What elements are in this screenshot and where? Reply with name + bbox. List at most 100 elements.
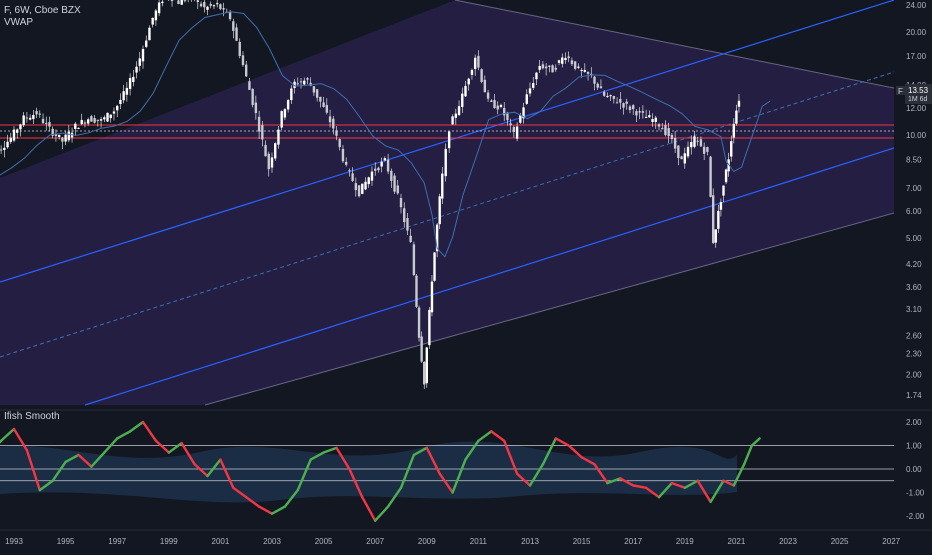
candle-body bbox=[461, 93, 464, 107]
oscillator-segment bbox=[541, 437, 557, 466]
candle-body bbox=[119, 99, 122, 105]
candle-body bbox=[32, 115, 35, 120]
oscillator-segment bbox=[503, 439, 519, 475]
candle-body bbox=[361, 183, 364, 194]
candle-body bbox=[54, 134, 58, 137]
candle-body bbox=[0, 149, 3, 151]
oscillator-segment bbox=[425, 446, 441, 475]
oscillator-segment bbox=[12, 427, 29, 452]
candle-body bbox=[717, 210, 720, 229]
oscillator-segment bbox=[219, 458, 235, 489]
candle-body bbox=[245, 64, 248, 77]
candle-body bbox=[335, 130, 338, 136]
candle-body bbox=[80, 119, 83, 125]
candle-body bbox=[154, 10, 158, 21]
candle-body bbox=[251, 88, 254, 106]
time-tick-label: 2023 bbox=[779, 537, 797, 546]
trend-lines bbox=[0, 0, 895, 406]
candle-body bbox=[711, 195, 715, 244]
candle-body bbox=[116, 105, 119, 111]
price-tick-label: 3.60 bbox=[906, 283, 922, 292]
candle-body bbox=[409, 235, 412, 243]
oscillator-segment bbox=[180, 441, 196, 466]
oscillator-segment bbox=[722, 479, 736, 487]
candle-body bbox=[312, 86, 316, 93]
oscillator-segment bbox=[51, 460, 67, 482]
candle-body bbox=[222, 8, 225, 10]
oscillator-axis[interactable]: 2.00 1.00 0.00 -1.00 -2.00 bbox=[906, 418, 925, 521]
candle-body bbox=[28, 117, 32, 120]
candle-body bbox=[22, 115, 25, 126]
oscillator-segment bbox=[90, 451, 106, 468]
candle-body bbox=[125, 87, 129, 95]
candle-body bbox=[399, 198, 403, 208]
candle-body bbox=[151, 17, 154, 25]
candle-body bbox=[486, 92, 490, 99]
candle-body bbox=[557, 60, 561, 63]
candle-body bbox=[593, 76, 596, 84]
candle-body bbox=[106, 112, 109, 122]
candle-body bbox=[470, 69, 474, 75]
oscillator-segment bbox=[141, 420, 158, 442]
price-tick-label: 24.00 bbox=[906, 1, 927, 10]
candle-body bbox=[93, 118, 96, 123]
candle-body bbox=[602, 91, 606, 96]
candle-body bbox=[730, 141, 733, 157]
candle-body bbox=[267, 153, 270, 170]
time-tick-label: 2003 bbox=[263, 537, 281, 546]
candle-body bbox=[451, 116, 454, 125]
candle-body bbox=[567, 56, 570, 59]
candle-body bbox=[622, 103, 625, 108]
price-tick-label: 7.00 bbox=[906, 184, 922, 193]
candle-body bbox=[667, 128, 670, 137]
time-axis[interactable]: 1993 1995 1997 1999 2001 2003 2005 2007 2009 2011… bbox=[0, 529, 932, 546]
oscillator-segment bbox=[632, 484, 648, 489]
candle-body bbox=[351, 173, 354, 182]
candle-body bbox=[473, 57, 477, 70]
candle-body bbox=[41, 118, 45, 124]
time-tick-label: 2007 bbox=[366, 537, 384, 546]
candle-body bbox=[438, 196, 441, 225]
candle-body bbox=[6, 141, 9, 148]
candle-body bbox=[625, 101, 628, 104]
candle-body bbox=[48, 122, 51, 127]
vwap-legend[interactable]: VWAP bbox=[4, 17, 34, 28]
candle-body bbox=[467, 78, 470, 85]
price-tick-label: 10.00 bbox=[906, 131, 927, 140]
time-tick-label: 1993 bbox=[5, 537, 23, 546]
oscillator-tick-label: 0.00 bbox=[906, 465, 922, 474]
oscillator-segment bbox=[750, 437, 761, 447]
candle-body bbox=[719, 202, 723, 210]
candle-body bbox=[641, 111, 645, 113]
candle-body bbox=[532, 83, 535, 88]
oscillator-segment bbox=[670, 481, 686, 489]
oscillator-segment bbox=[361, 496, 377, 522]
candle-body bbox=[354, 183, 358, 191]
oscillator-tick-label: 1.00 bbox=[906, 442, 922, 451]
oscillator-legend[interactable]: Ifish Smooth bbox=[4, 411, 60, 422]
candle-body bbox=[538, 65, 541, 70]
candle-body bbox=[203, 2, 206, 8]
oscillator-pane bbox=[0, 409, 932, 522]
oscillator-tick-label: -2.00 bbox=[906, 512, 925, 521]
candle-body bbox=[690, 142, 693, 148]
candle-body bbox=[415, 275, 418, 307]
candle-body bbox=[737, 100, 741, 107]
price-tick-label: 1.74 bbox=[906, 391, 922, 400]
candle-body bbox=[19, 124, 22, 130]
price-tick-label: 12.00 bbox=[906, 104, 927, 113]
regression-channel bbox=[0, 0, 895, 406]
candle-body bbox=[638, 111, 641, 113]
candle-body bbox=[573, 61, 577, 69]
candle-body bbox=[38, 113, 41, 115]
candle-body bbox=[212, 5, 216, 7]
candle-body bbox=[515, 126, 519, 139]
candle-body bbox=[25, 117, 29, 119]
candle-body bbox=[396, 185, 399, 194]
oscillator-segment bbox=[64, 453, 80, 464]
symbol-legend[interactable]: F, 6W, Cboe BZX bbox=[4, 5, 81, 16]
candle-body bbox=[441, 173, 444, 199]
candle-body bbox=[420, 336, 423, 362]
